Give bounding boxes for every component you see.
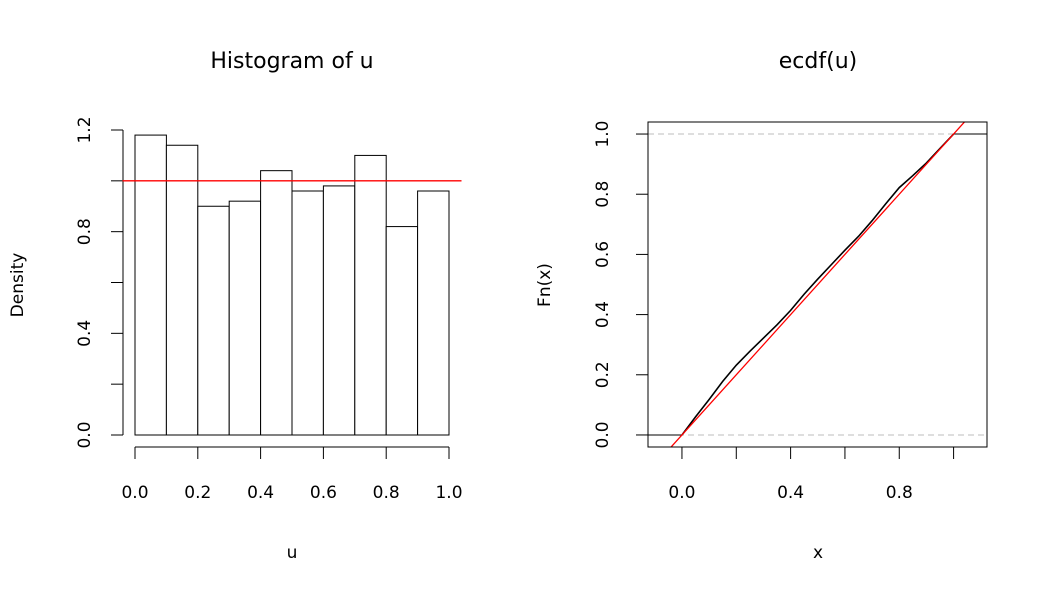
x-tick-label: 0.8 [886, 483, 913, 503]
y-tick-label: 0.0 [593, 421, 613, 448]
x-tick-label: 0.8 [373, 483, 400, 503]
y-tick-label: 0.4 [593, 301, 613, 328]
bar [417, 190, 450, 436]
chart-title: Histogram of u [210, 49, 373, 74]
y-tick-label: 0.6 [593, 241, 613, 268]
x-axis-label: u [287, 543, 298, 563]
bar [260, 170, 293, 436]
chart-title: ecdf(u) [779, 49, 857, 74]
ecdf-line [681, 133, 955, 436]
y-tick-label: 0.2 [593, 361, 613, 388]
bar [322, 185, 356, 436]
bar [134, 134, 167, 436]
x-tick-label: 0.6 [310, 483, 337, 503]
reference-line [670, 122, 966, 447]
bar [197, 205, 230, 436]
x-tick-label: 1.0 [435, 483, 462, 503]
y-tick-label: 0.8 [75, 218, 95, 245]
y-axis-label: Fn(x) [535, 263, 555, 307]
bar [385, 226, 419, 436]
bar [228, 200, 262, 436]
x-tick-label: 0.2 [184, 483, 211, 503]
y-tick-label: 1.0 [593, 121, 613, 148]
x-tick-label: 0.0 [121, 483, 148, 503]
bar [354, 154, 387, 436]
x-tick-label: 0.0 [668, 483, 695, 503]
x-tick-label: 0.4 [247, 483, 274, 503]
y-tick-label: 0.4 [75, 320, 95, 347]
bar [165, 144, 199, 436]
plot-box [647, 121, 988, 448]
y-tick-label: 0.8 [593, 181, 613, 208]
y-tick-label: 0.0 [75, 421, 95, 448]
x-tick-label: 0.4 [777, 483, 804, 503]
bar [291, 190, 324, 436]
x-axis-label: x [813, 543, 823, 563]
y-tick-label: 1.2 [75, 116, 95, 143]
y-axis-label: Density [8, 253, 28, 318]
